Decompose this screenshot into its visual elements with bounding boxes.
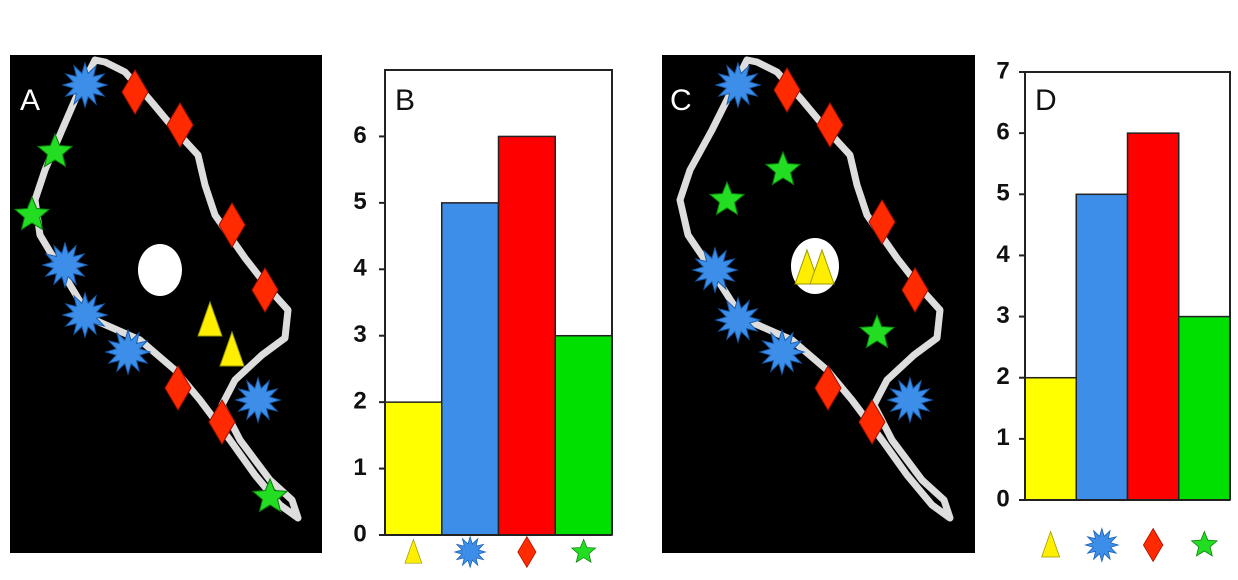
y-tick-label: 6 bbox=[996, 118, 1009, 145]
category-icon bbox=[455, 537, 486, 568]
panel-background bbox=[10, 55, 322, 553]
panel-a: A bbox=[10, 55, 322, 553]
page: {"panels": [{"label": "A"}, {"label": "C… bbox=[0, 0, 1238, 580]
category-icon bbox=[1085, 529, 1118, 562]
y-tick-label: 7 bbox=[996, 57, 1009, 84]
nucleus bbox=[791, 238, 839, 294]
panel-c: C bbox=[662, 55, 975, 553]
figure: A C 0 1 2 3 4 5 6 B 0 1 2 3 4 5 6 7D bbox=[0, 0, 1238, 575]
nucleus bbox=[138, 244, 182, 296]
panel-label: C bbox=[670, 84, 692, 117]
bar-chart: 0 1 2 3 4 5 6 B bbox=[353, 70, 612, 567]
category-icon bbox=[518, 537, 536, 568]
bar bbox=[1179, 317, 1230, 500]
y-tick-label: 2 bbox=[996, 363, 1009, 390]
category-icon bbox=[1192, 532, 1218, 556]
y-tick-label: 3 bbox=[353, 321, 366, 348]
y-tick-label: 0 bbox=[353, 520, 366, 547]
y-tick-label: 3 bbox=[996, 302, 1009, 329]
y-tick-label: 1 bbox=[353, 454, 366, 481]
category-icon bbox=[1143, 529, 1163, 562]
bar bbox=[555, 336, 612, 535]
y-tick-label: 6 bbox=[353, 122, 366, 149]
panel-label: B bbox=[395, 84, 415, 117]
bar bbox=[499, 136, 556, 535]
bar bbox=[442, 203, 499, 535]
panel-label: D bbox=[1035, 84, 1057, 117]
bar-chart: 0 1 2 3 4 5 6 7D bbox=[996, 57, 1230, 561]
y-tick-label: 0 bbox=[996, 485, 1009, 512]
panel-label: A bbox=[20, 84, 40, 117]
bar bbox=[1128, 133, 1179, 500]
y-tick-label: 4 bbox=[353, 255, 367, 282]
bar bbox=[1076, 194, 1127, 500]
category-icon bbox=[572, 539, 596, 562]
y-tick-label: 4 bbox=[996, 241, 1010, 268]
y-tick-label: 5 bbox=[996, 180, 1009, 207]
y-tick-label: 1 bbox=[996, 424, 1009, 451]
bar bbox=[1025, 378, 1076, 500]
y-tick-label: 2 bbox=[353, 387, 366, 414]
category-icon bbox=[405, 539, 422, 563]
category-icon bbox=[1042, 532, 1060, 558]
bar bbox=[385, 402, 442, 535]
y-tick-label: 5 bbox=[353, 188, 366, 215]
